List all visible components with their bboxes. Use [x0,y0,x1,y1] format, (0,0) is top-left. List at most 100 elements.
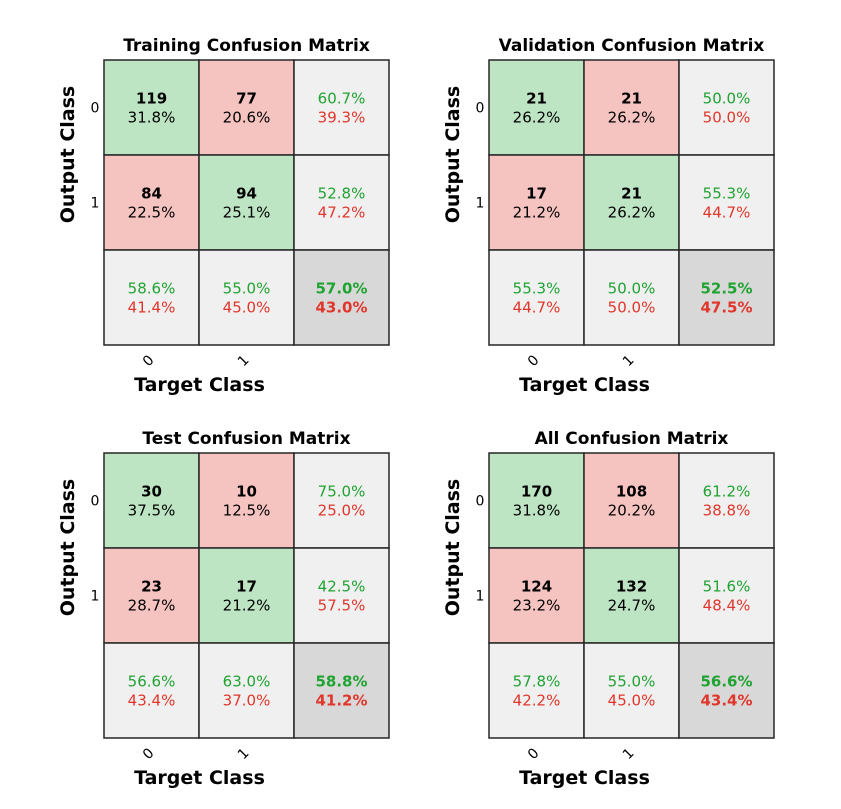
row-summary-cell [293,154,390,251]
correct-cell [103,59,200,156]
incorrect-cell [198,59,295,156]
y-tick-label: 0 [476,101,485,117]
y-axis-label: Output Class [57,86,79,223]
incorrect-cell [583,452,680,549]
incorrect-cell-value: 84 [141,185,162,203]
confusion-matrix-panel: Validation Confusion Matrix2126.2%2126.2… [442,36,775,396]
incorrect-cell-value: 23.2% [513,597,561,615]
matrix-title: Training Confusion Matrix [123,36,370,56]
row-summary-cell [293,59,390,156]
column-summary-cell [488,642,585,739]
row-summary-cell [293,547,390,644]
x-axis-label: Target Class [134,767,265,789]
row-summary-cell-value: 25.0% [318,502,366,520]
x-tick-label: 1 [235,745,253,763]
y-tick-label: 1 [476,589,485,605]
overall-accuracy-cell-value: 41.2% [315,692,367,710]
column-summary-cell-value: 44.7% [513,299,561,317]
correct-cell-value: 37.5% [128,502,176,520]
correct-cell-value: 119 [136,90,167,108]
row-summary-cell [678,59,775,156]
row-summary-cell-value: 55.3% [703,185,751,203]
column-summary-cell [198,642,295,739]
overall-accuracy-cell-value: 58.8% [315,673,367,691]
overall-accuracy-cell-value: 52.5% [700,280,752,298]
y-tick-label: 0 [476,494,485,510]
matrix-title: Test Confusion Matrix [142,429,350,449]
row-summary-cell-value: 44.7% [703,204,751,222]
x-tick-label: 0 [525,352,543,370]
incorrect-cell-value: 124 [521,578,552,596]
overall-accuracy-cell-value: 56.6% [700,673,752,691]
row-summary-cell [293,452,390,549]
column-summary-cell-value: 45.0% [223,299,271,317]
correct-cell-value: 31.8% [513,502,561,520]
column-summary-cell-value: 57.8% [513,673,561,691]
correct-cell-value: 26.2% [608,204,656,222]
column-summary-cell-value: 55.0% [608,673,656,691]
y-axis-label: Output Class [57,479,79,616]
correct-cell [583,154,680,251]
correct-cell-value: 21.2% [223,597,271,615]
y-tick-label: 1 [476,196,485,212]
correct-cell-value: 132 [616,578,647,596]
x-axis-label: Target Class [519,374,650,396]
row-summary-cell-value: 51.6% [703,578,751,596]
correct-cell-value: 31.8% [128,109,176,127]
correct-cell [583,547,680,644]
incorrect-cell-value: 12.5% [223,502,271,520]
column-summary-cell-value: 42.2% [513,692,561,710]
correct-cell-value: 170 [521,483,552,501]
overall-accuracy-cell [293,642,390,739]
column-summary-cell [583,249,680,346]
row-summary-cell-value: 57.5% [318,597,366,615]
column-summary-cell-value: 45.0% [608,692,656,710]
incorrect-cell-value: 21.2% [513,204,561,222]
incorrect-cell [583,59,680,156]
column-summary-cell-value: 56.6% [128,673,176,691]
row-summary-cell-value: 52.8% [318,185,366,203]
x-axis-label: Target Class [134,374,265,396]
row-summary-cell-value: 50.0% [703,90,751,108]
correct-cell-value: 25.1% [223,204,271,222]
y-tick-label: 1 [91,589,100,605]
y-axis-label: Output Class [442,86,464,223]
correct-cell-value: 94 [236,185,257,203]
correct-cell [488,59,585,156]
incorrect-cell-value: 20.6% [223,109,271,127]
overall-accuracy-cell [293,249,390,346]
row-summary-cell-value: 61.2% [703,483,751,501]
correct-cell-value: 30 [141,483,162,501]
row-summary-cell-value: 75.0% [318,483,366,501]
y-tick-label: 0 [91,101,100,117]
incorrect-cell-value: 77 [236,90,257,108]
incorrect-cell-value: 28.7% [128,597,176,615]
row-summary-cell-value: 60.7% [318,90,366,108]
overall-accuracy-cell [678,249,775,346]
row-summary-cell-value: 42.5% [318,578,366,596]
x-tick-label: 0 [525,745,543,763]
column-summary-cell-value: 37.0% [223,692,271,710]
correct-cell-value: 21 [526,90,547,108]
y-tick-label: 0 [91,494,100,510]
correct-cell-value: 24.7% [608,597,656,615]
incorrect-cell-value: 21 [621,90,642,108]
column-summary-cell-value: 41.4% [128,299,176,317]
incorrect-cell [488,547,585,644]
row-summary-cell [678,154,775,251]
column-summary-cell [583,642,680,739]
x-tick-label: 1 [620,745,638,763]
x-tick-label: 1 [620,352,638,370]
row-summary-cell-value: 50.0% [703,109,751,127]
column-summary-cell-value: 50.0% [608,299,656,317]
matrix-title: All Confusion Matrix [535,429,729,449]
x-tick-label: 0 [140,745,158,763]
column-summary-cell-value: 58.6% [128,280,176,298]
overall-accuracy-cell-value: 43.4% [700,692,752,710]
y-tick-label: 1 [91,196,100,212]
x-tick-label: 0 [140,352,158,370]
overall-accuracy-cell-value: 47.5% [700,299,752,317]
y-axis-label: Output Class [442,479,464,616]
overall-accuracy-cell-value: 43.0% [315,299,367,317]
